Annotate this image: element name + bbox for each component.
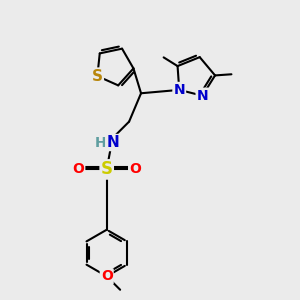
Text: S: S bbox=[101, 160, 113, 178]
Text: N: N bbox=[173, 83, 185, 97]
Text: O: O bbox=[129, 162, 141, 176]
Text: O: O bbox=[72, 162, 84, 176]
Text: N: N bbox=[196, 89, 208, 103]
Text: N: N bbox=[106, 135, 119, 150]
Text: S: S bbox=[92, 69, 103, 84]
Text: H: H bbox=[95, 136, 106, 149]
Text: O: O bbox=[101, 269, 112, 283]
